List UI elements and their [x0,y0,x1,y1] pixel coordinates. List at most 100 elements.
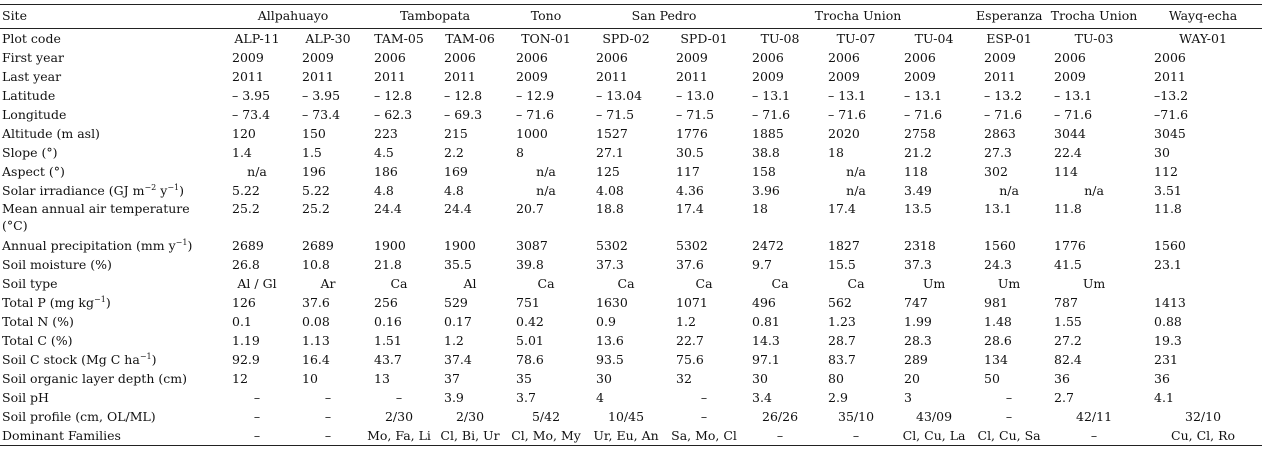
table-row: Soil moisture (%) 26.8 10.8 21.8 35.5 39.8 37.… [0,255,1262,274]
table-cell: 1560 [1154,238,1186,253]
table-cell: 20 [904,371,920,386]
table-cell: 120 [232,126,256,141]
table-cell: 4.08 [596,183,624,198]
table-cell: –71.6 [1154,107,1189,122]
table-cell: – 71.6 [516,107,555,122]
table-cell: 0.42 [516,314,544,329]
table-cell: 2009 [1054,69,1086,84]
table-cell: n/a [536,164,556,179]
table-cell: 1.23 [828,314,856,329]
table-cell: 3044 [1054,126,1086,141]
table-cell: – 71.6 [984,107,1023,122]
table-cell: 12 [232,371,248,386]
table-cell: 30 [596,371,612,386]
table-cell: 13.1 [984,201,1012,216]
table-cell: – 13.2 [984,88,1023,103]
table-row: Soil C stock (Mg C ha−1) 92.9 16.4 43.7 37.4… [0,350,1262,369]
table-cell: – 62.3 [374,107,413,122]
table-cell: – 69.3 [444,107,483,122]
table-row: Solar irradiance (GJ m−2 y−1) 5.22 5.22 4.8… [0,181,1262,200]
table-cell: 2009 [752,69,784,84]
table-cell: – 13.1 [752,88,791,103]
table-row: Soil pH – – – 3.9 3.7 4 – 3.4 2.9 3 – 2.7 4.1 [0,388,1262,407]
table-cell [1144,274,1262,293]
table-cell: 1.4 [232,145,252,160]
row-label: Soil moisture (%) [2,257,112,272]
table-row: Dominant Families – – Mo, Fa, Li Cl, Bi, Ur C… [0,426,1262,446]
table-cell: 37.4 [444,352,472,367]
table-cell: 41.5 [1054,257,1082,272]
table-cell: 24.4 [374,201,402,216]
table-cell: SPD-02 [586,28,667,48]
table-cell: 134 [984,352,1008,367]
table-cell: 5.01 [516,333,544,348]
table-cell: WAY-01 [1144,28,1262,48]
site-group-header: Tambopata [399,8,471,23]
table-cell: 169 [444,164,468,179]
table-cell: 92.9 [232,352,260,367]
table-cell: 2011 [444,69,476,84]
table-cell: n/a [846,164,866,179]
table-cell: 2011 [374,69,406,84]
site-header-row: Site Allpahuayo Tambopata Tono San Pedro Tro… [0,6,1262,29]
table-cell: 42/11 [1076,409,1113,424]
table-cell: 24.3 [984,257,1012,272]
table-cell: Ca [617,276,635,291]
table-cell: 32/10 [1185,409,1222,424]
table-cell: 1.19 [232,333,260,348]
table-row: Latitude – 3.95 – 3.95 – 12.8 – 12.8 – 12.9 – … [0,86,1262,105]
table-cell: 35/10 [838,409,875,424]
row-label: Total N (%) [2,314,74,329]
site-group-header: Trocha Union [814,8,902,23]
table-cell: 1900 [374,238,406,253]
table-cell: 1413 [1154,295,1186,310]
table-cell: 23.1 [1154,257,1182,272]
table-cell: – [1044,426,1145,446]
site-group-header: Tono [530,8,562,23]
table-row: Altitude (m asl) 120 150 223 215 1000 1527 1776… [0,124,1262,143]
table-cell: 2689 [232,238,264,253]
table-cell: 27.2 [1054,333,1082,348]
table-cell: – 13.0 [676,88,715,103]
table-cell: 2006 [374,50,406,65]
table-cell: n/a [846,183,866,198]
table-cell: TAM-06 [434,28,507,48]
table-cell: – [324,409,332,424]
table-cell: 302 [984,164,1008,179]
table-cell: 17.4 [828,201,856,216]
table-cell: 39.8 [516,257,544,272]
table-cell: 35 [516,371,532,386]
row-label: Total C (%) [2,333,73,348]
table-cell: 4.8 [444,183,464,198]
table-body: Plot code ALP-11 ALP-30 TAM-05 TAM-06 TON-01 S… [0,28,1262,446]
table-cell: Mo, Fa, Li [364,426,434,446]
table-cell: – [395,390,403,405]
table-cell: – [818,426,895,446]
table-cell: – [1005,409,1013,424]
table-cell: Ar [320,276,336,291]
table-cell: Um [997,276,1021,291]
table-cell: 5302 [676,238,708,253]
table-cell: 787 [1054,295,1078,310]
table-cell: 0.16 [374,314,402,329]
table-cell: 1885 [752,126,784,141]
table-cell: TON-01 [506,28,587,48]
table-cell: 2009 [984,50,1016,65]
table-cell: – 13.1 [828,88,867,103]
table-cell: 2009 [828,69,860,84]
table-cell: 981 [984,295,1008,310]
table-cell: 126 [232,295,256,310]
table-cell: 38.8 [752,145,780,160]
table-cell: 186 [374,164,398,179]
table-row: Slope (°) 1.4 1.5 4.5 2.2 8 27.1 30.5 38.8 18 21.2… [0,143,1262,162]
table-cell: 30 [1154,145,1170,160]
table-cell: 256 [374,295,398,310]
table-cell: TU-04 [894,28,975,48]
table-cell: 28.6 [984,333,1012,348]
table-cell: 4 [596,390,604,405]
table-cell: 2/30 [455,409,485,424]
site-group-header: Trocha Union [1050,8,1138,23]
table-cell: 1560 [984,238,1016,253]
row-label: Soil pH [2,390,49,405]
table-cell: 2006 [1054,50,1086,65]
